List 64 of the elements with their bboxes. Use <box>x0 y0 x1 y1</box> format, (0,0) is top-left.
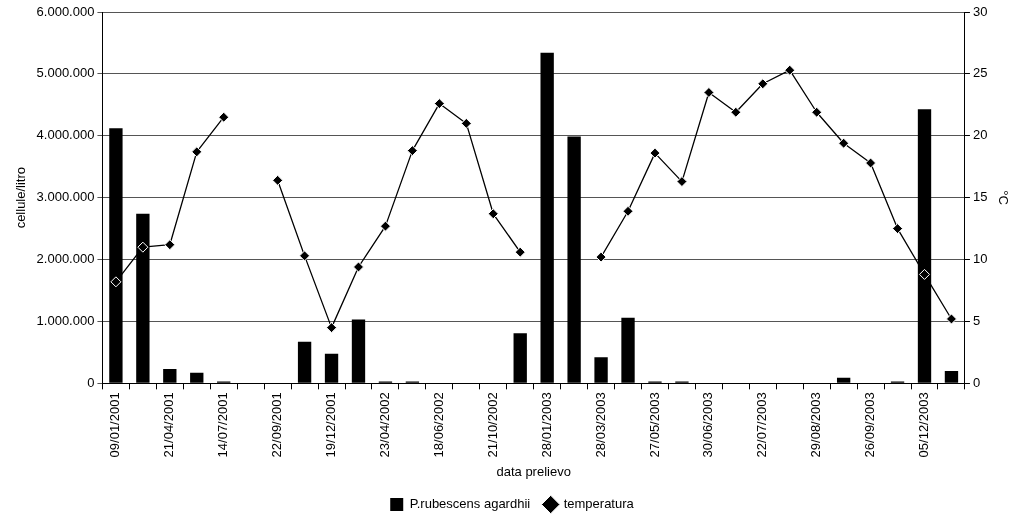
x-tick-label: 18/06/2002 <box>430 392 446 458</box>
legend-label: temperatura <box>563 496 635 512</box>
point <box>945 313 957 325</box>
point <box>919 268 931 280</box>
point <box>218 111 230 123</box>
x-tick-label: 30/06/2003 <box>700 392 716 458</box>
y-tick-label: 1.000.000 <box>36 313 95 329</box>
y-tick-label: 0 <box>87 374 95 390</box>
x-tick-label: 22/07/2003 <box>754 392 770 458</box>
y-tick-label: 5.000.000 <box>36 65 95 81</box>
point <box>649 147 661 159</box>
y2-axis-title: °C <box>995 190 1011 205</box>
point <box>379 220 391 232</box>
x-tick-label: 27/05/2003 <box>646 392 662 458</box>
y2-tick-label: 25 <box>972 65 988 81</box>
point <box>838 137 850 149</box>
y2-tick-label: 5 <box>972 313 981 329</box>
point <box>406 145 418 157</box>
point <box>730 106 742 118</box>
point <box>272 174 284 186</box>
x-tick-label: 21/10/2002 <box>484 392 500 458</box>
x-tick-label: 21/04/2001 <box>161 392 177 458</box>
x-axis-title: data prelievo <box>496 463 571 479</box>
y2-tick-label: 30 <box>972 3 988 19</box>
point <box>703 86 715 98</box>
y-axis-title: cellule/litro <box>13 166 29 229</box>
point <box>892 223 904 235</box>
point <box>514 246 526 258</box>
point <box>299 250 311 262</box>
y2-tick-label: 15 <box>972 189 988 205</box>
x-tick-label: 05/12/2003 <box>916 392 932 458</box>
x-tick-label: 23/04/2002 <box>377 392 393 458</box>
point <box>110 276 122 288</box>
y2-tick-label: 10 <box>972 251 988 267</box>
x-tick-label: 26/09/2003 <box>862 392 878 458</box>
point <box>676 176 688 188</box>
y-tick-label: 3.000.000 <box>36 189 95 205</box>
y-tick-label: 4.000.000 <box>36 127 95 143</box>
x-tick-label: 29/08/2003 <box>808 392 824 458</box>
x-tick-label: 28/03/2003 <box>592 392 608 458</box>
y-tick-label: 6.000.000 <box>36 3 95 19</box>
point <box>784 64 796 76</box>
point <box>865 157 877 169</box>
point <box>757 78 769 90</box>
point <box>326 322 338 334</box>
point <box>137 241 149 253</box>
point <box>622 205 634 217</box>
point <box>460 117 472 129</box>
x-tick-label: 22/09/2001 <box>269 392 285 458</box>
point <box>164 239 176 251</box>
y-tick-label: 2.000.000 <box>36 251 95 267</box>
x-tick-label: 19/12/2001 <box>323 392 339 458</box>
point <box>433 98 445 110</box>
point <box>191 146 203 158</box>
legend-label: P.rubescens agardhii <box>409 496 531 512</box>
x-tick-label: 09/01/2001 <box>107 392 123 458</box>
point <box>352 261 364 273</box>
x-tick-label: 14/07/2001 <box>215 392 231 458</box>
point <box>595 251 607 263</box>
x-tick-label: 28/01/2003 <box>538 392 554 458</box>
y2-tick-label: 20 <box>972 127 988 143</box>
y2-tick-label: 0 <box>972 374 981 390</box>
point <box>487 208 499 220</box>
point <box>811 106 823 118</box>
